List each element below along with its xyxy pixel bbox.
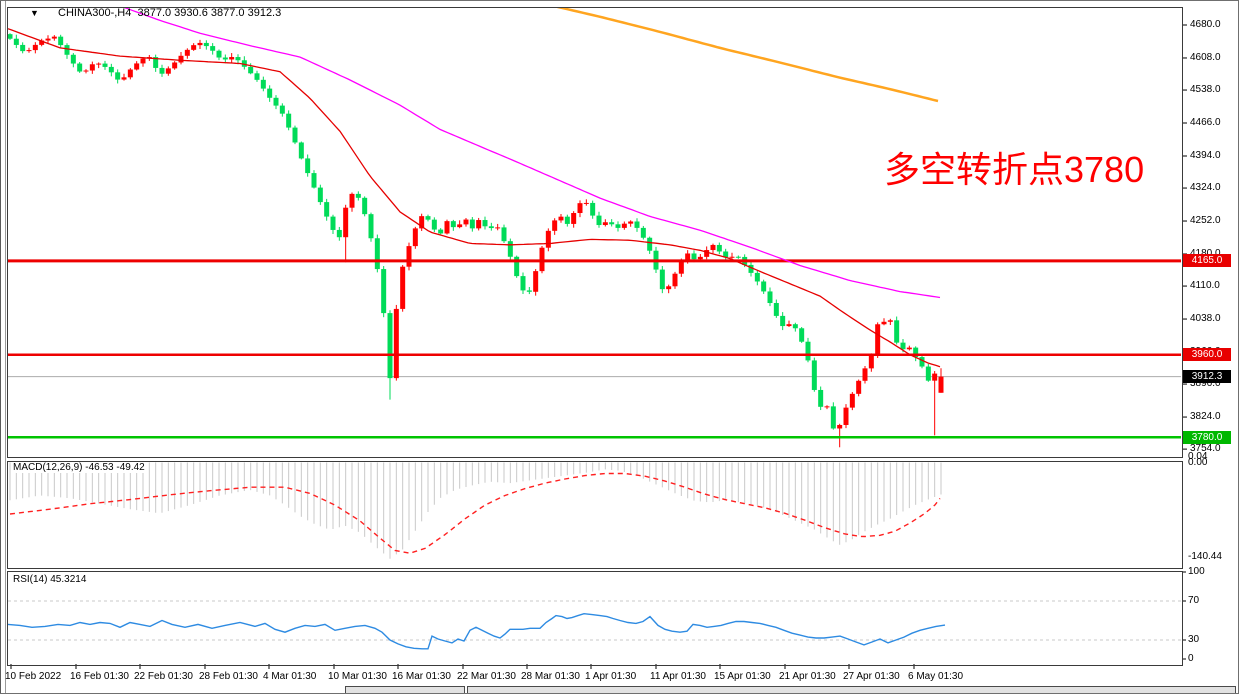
chart-annotation-text: 多空转折点3780 — [884, 149, 1145, 190]
macd-indicator-label: MACD(12,26,9) -46.53 -49.42 — [11, 462, 147, 473]
date-axis-label: 4 Mar 01:30 — [263, 671, 317, 682]
date-axis-label: 16 Mar 01:30 — [392, 671, 451, 682]
candles-group — [8, 33, 944, 448]
date-axis-label: 10 Mar 01:30 — [328, 671, 387, 682]
price-tick-label: 3896.0 — [1190, 378, 1221, 390]
price-tick-label: 3824.0 — [1190, 411, 1221, 423]
date-axis-label: 15 Apr 01:30 — [714, 671, 771, 682]
ohlc-values: 3877.0 3930.6 3877.0 3912.3 — [137, 7, 282, 19]
date-axis-label: 22 Mar 01:30 — [457, 671, 516, 682]
macd-axis-max-label: 0.04 — [1188, 451, 1208, 462]
date-axis-label: 22 Feb 01:30 — [134, 671, 193, 682]
price-level-badge: 3780.0 — [1183, 430, 1231, 444]
date-axis-label: 11 Apr 01:30 — [650, 671, 706, 682]
macd-plot-group — [9, 462, 942, 559]
price-tick-label: 4680.0 — [1190, 19, 1221, 30]
price-tick-label: 4110.0 — [1190, 280, 1220, 292]
ma-slow-line — [123, 8, 941, 299]
price-tick-label: 4038.0 — [1190, 313, 1221, 325]
date-axis-label: 28 Mar 01:30 — [521, 671, 580, 682]
date-axis-label: 27 Apr 01:30 — [843, 671, 900, 682]
scrollbar-segment[interactable] — [345, 686, 465, 693]
price-tick-label: 4394.0 — [1190, 149, 1221, 161]
rsi-plot-group — [7, 600, 1181, 650]
price-tick-label: 4252.0 — [1190, 215, 1221, 227]
macd-axis-zero-label: 0.00 — [1188, 457, 1208, 468]
price-tick-label: 4324.0 — [1190, 182, 1221, 194]
date-axis-label: 28 Feb 01:30 — [199, 671, 258, 682]
price-level-badge: 3960.0 — [1183, 348, 1231, 362]
price-tick-label: 4608.0 — [1190, 51, 1221, 63]
rsi-axis-label: 30 — [1188, 634, 1200, 645]
price-tick-label: 4538.0 — [1190, 84, 1221, 96]
macd-signal-line — [9, 472, 941, 554]
rsi-line — [7, 612, 946, 650]
ma-fast-line — [8, 28, 941, 368]
rsi-axis-label: 70 — [1188, 595, 1200, 606]
window-left-inner-border — [5, 1, 6, 693]
rsi-axis-label: 100 — [1188, 566, 1205, 577]
date-axis-label: 1 Apr 01:30 — [585, 671, 637, 682]
orange-trendline — [556, 8, 939, 103]
rsi-axis-label: 0 — [1188, 653, 1194, 664]
price-level-badge: 3912.3 — [1183, 370, 1231, 384]
macd-axis-min-label: -140.44 — [1188, 551, 1222, 562]
price-tick-label: 3754.0 — [1190, 443, 1221, 455]
scrollbar-thumb[interactable] — [467, 686, 1236, 693]
price-level-badge: 4165.0 — [1183, 254, 1231, 268]
date-axis-label: 10 Feb 2022 — [5, 671, 62, 682]
window-left-border — [0, 1, 1, 693]
date-axis-label: 16 Feb 01:30 — [70, 671, 129, 682]
price-tick-label: 4180.0 — [1190, 248, 1221, 260]
symbol-timeframe-label: CHINA300-,H4 — [58, 7, 132, 19]
main-plot-group — [8, 8, 1181, 448]
symbol-dropdown-icon[interactable]: ▼ — [30, 8, 39, 18]
price-tick-label: 4466.0 — [1190, 117, 1221, 128]
chart-header: CHINA300-,H4 3877.0 3930.6 3877.0 3912.3 — [58, 7, 281, 19]
date-axis-label: 6 May 01:30 — [908, 671, 964, 682]
date-axis-label: 21 Apr 01:30 — [779, 671, 836, 682]
rsi-indicator-label: RSI(14) 45.3214 — [11, 574, 89, 585]
